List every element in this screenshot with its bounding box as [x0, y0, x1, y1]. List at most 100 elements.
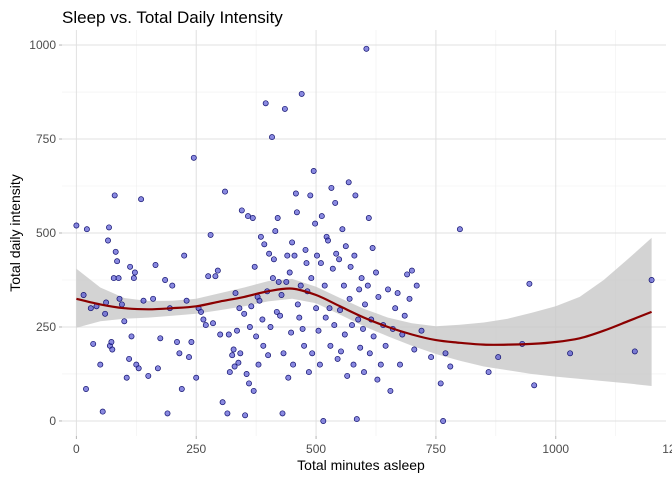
- x-tick-label: 0: [73, 442, 80, 456]
- data-point: [648, 277, 655, 283]
- data-point: [350, 361, 357, 368]
- data-point: [73, 222, 80, 229]
- data-point: [231, 363, 238, 370]
- data-point: [284, 252, 291, 259]
- data-point: [138, 196, 145, 203]
- data-point: [290, 361, 297, 368]
- data-point: [210, 320, 216, 327]
- data-point: [140, 297, 147, 304]
- data-point: [338, 348, 344, 355]
- data-point: [318, 213, 325, 220]
- data-point: [225, 331, 232, 338]
- data-point: [442, 350, 449, 357]
- data-point: [288, 329, 295, 336]
- data-point: [329, 265, 336, 272]
- data-point: [567, 350, 574, 357]
- data-point: [382, 342, 389, 349]
- data-point: [305, 369, 312, 376]
- data-point: [130, 275, 137, 282]
- data-point: [243, 371, 250, 377]
- data-point: [385, 286, 391, 293]
- data-point: [269, 275, 276, 282]
- data-point: [198, 308, 204, 315]
- data-point: [309, 350, 316, 357]
- data-point: [174, 339, 180, 345]
- smooth-line: [76, 287, 653, 346]
- data-point: [307, 192, 314, 199]
- data-point: [357, 344, 364, 351]
- data-point: [274, 215, 281, 221]
- data-point: [291, 252, 298, 259]
- y-tick-label: 0: [49, 414, 56, 428]
- data-point: [277, 312, 284, 319]
- data-point: [238, 207, 245, 214]
- data-point: [224, 410, 231, 417]
- data-point: [257, 233, 264, 240]
- data-point: [249, 215, 256, 221]
- data-point: [202, 322, 209, 329]
- data-point: [128, 333, 135, 340]
- data-point: [150, 295, 157, 302]
- data-point: [312, 220, 319, 227]
- data-point: [207, 231, 214, 238]
- data-point: [369, 245, 376, 251]
- data-point: [114, 258, 121, 265]
- data-point: [108, 339, 115, 345]
- data-point: [248, 303, 255, 310]
- data-point: [109, 346, 116, 353]
- data-point: [251, 263, 258, 270]
- data-point: [246, 324, 253, 330]
- data-point: [269, 134, 275, 141]
- data-point: [234, 327, 240, 334]
- data-point: [313, 305, 320, 312]
- data-point: [353, 416, 360, 423]
- data-point: [270, 256, 277, 263]
- confidence-ribbon: [76, 237, 652, 386]
- data-point: [310, 168, 317, 174]
- data-point: [356, 286, 363, 293]
- data-point: [322, 314, 329, 321]
- data-point: [418, 327, 425, 334]
- data-point: [365, 215, 372, 221]
- x-axis-label: Total minutes asleep: [297, 457, 425, 473]
- data-point: [127, 263, 134, 270]
- data-point: [116, 295, 123, 302]
- data-point: [347, 263, 354, 270]
- data-point: [102, 310, 109, 317]
- data-point: [219, 399, 226, 406]
- data-point: [105, 237, 111, 244]
- data-point: [279, 410, 286, 417]
- data-point: [292, 190, 299, 197]
- data-point: [272, 228, 279, 235]
- data-point: [303, 260, 310, 267]
- data-point: [346, 295, 353, 302]
- data-point: [301, 342, 308, 349]
- data-point: [332, 199, 339, 206]
- chart-title: Sleep vs. Total Daily Intensity: [62, 8, 283, 27]
- data-point: [327, 342, 334, 349]
- confidence-band: [76, 237, 652, 386]
- data-point: [236, 305, 243, 312]
- data-point: [325, 237, 331, 244]
- data-point: [267, 324, 274, 330]
- data-point: [200, 316, 207, 323]
- data-point: [245, 213, 251, 220]
- data-point: [361, 369, 367, 376]
- data-point: [299, 325, 306, 332]
- trend-line: [76, 287, 653, 346]
- y-tick-label: 750: [36, 132, 56, 146]
- data-point: [316, 361, 323, 368]
- data-point: [333, 250, 340, 257]
- data-point: [366, 350, 373, 357]
- data-point: [235, 359, 242, 366]
- data-point: [392, 305, 399, 312]
- data-point: [317, 260, 324, 267]
- data-point: [226, 369, 233, 376]
- data-point: [111, 192, 118, 199]
- data-point: [176, 350, 183, 357]
- data-point: [131, 269, 138, 276]
- data-point: [115, 275, 122, 282]
- y-axis-ticks: 0 250 500 750 1000: [29, 38, 62, 428]
- data-point: [280, 350, 287, 357]
- data-point: [334, 355, 341, 362]
